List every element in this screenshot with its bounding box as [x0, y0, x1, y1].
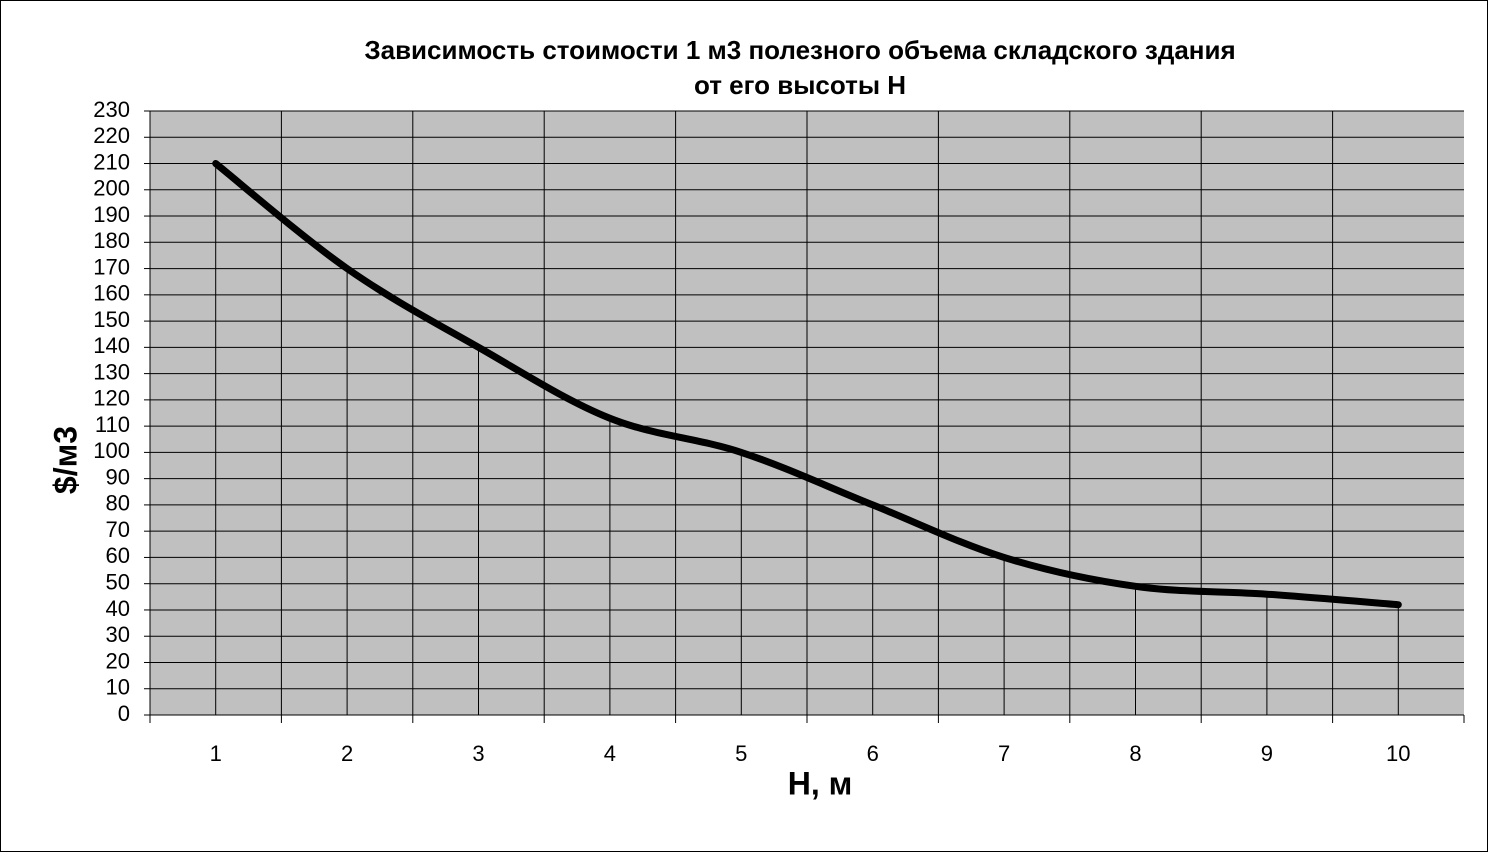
- y-tick-label: 180: [93, 228, 130, 253]
- x-tick-label: 3: [472, 741, 484, 766]
- chart-title: Зависимость стоимости 1 м3 полезного объ…: [364, 35, 1235, 65]
- y-tick-label: 150: [93, 307, 130, 332]
- x-tick-label: 5: [735, 741, 747, 766]
- x-tick-label: 6: [867, 741, 879, 766]
- y-tick-label: 160: [93, 281, 130, 306]
- y-tick-label: 120: [93, 386, 130, 411]
- y-tick-label: 40: [106, 596, 130, 621]
- y-tick-label: 170: [93, 254, 130, 279]
- y-tick-label: 200: [93, 176, 130, 201]
- y-tick-label: 60: [106, 543, 130, 568]
- y-tick-label: 70: [106, 517, 130, 542]
- x-tick-label: 7: [998, 741, 1010, 766]
- y-tick-label: 30: [106, 622, 130, 647]
- x-axis-title: H, м: [788, 765, 853, 801]
- y-axis-title: $/м3: [47, 426, 83, 494]
- y-tick-label: 190: [93, 202, 130, 227]
- y-tick-label: 90: [106, 464, 130, 489]
- x-tick-label: 8: [1129, 741, 1141, 766]
- y-tick-label: 210: [93, 149, 130, 174]
- y-tick-label: 0: [118, 701, 130, 726]
- y-tick-label: 50: [106, 570, 130, 595]
- x-tick-label: 1: [210, 741, 222, 766]
- y-tick-label: 140: [93, 333, 130, 358]
- y-tick-label: 80: [106, 491, 130, 516]
- y-tick-label: 20: [106, 648, 130, 673]
- y-tick-label: 220: [93, 123, 130, 148]
- x-tick-label: 4: [604, 741, 616, 766]
- y-tick-label: 110: [95, 412, 130, 437]
- y-tick-label: 130: [93, 359, 130, 384]
- y-tick-label: 10: [106, 675, 130, 700]
- x-tick-label: 9: [1261, 741, 1273, 766]
- y-tick-label: 230: [93, 97, 130, 122]
- chart-title: от его высоты H: [694, 70, 906, 100]
- x-tick-label: 2: [341, 741, 353, 766]
- y-tick-label: 100: [93, 438, 130, 463]
- line-series: [212, 160, 1402, 609]
- x-tick-label: 10: [1386, 741, 1410, 766]
